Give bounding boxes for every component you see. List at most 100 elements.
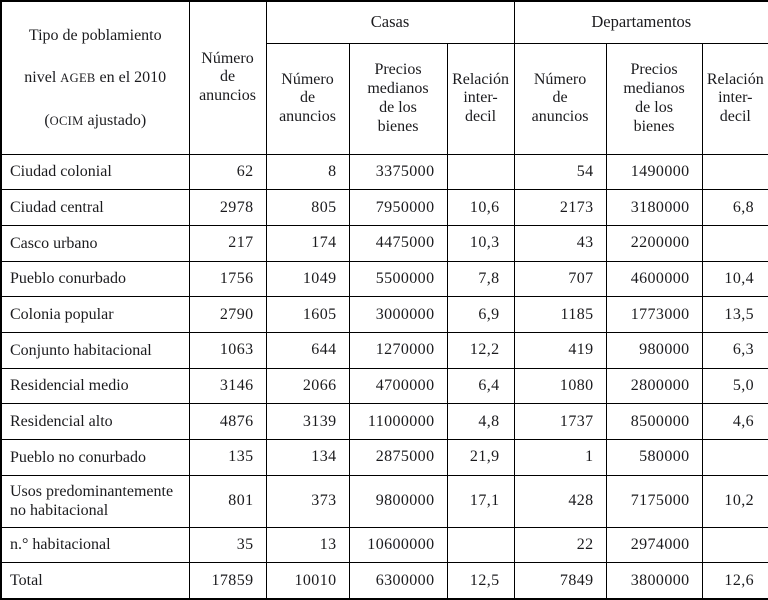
departamentos-relacion-cell: 4,6: [701, 403, 768, 441]
departamentos-relacion-cell: [701, 526, 768, 564]
table-body: Ciudad colonial 62 8 3375000 54 1490000 Ciudad…: [0, 153, 768, 600]
table-row: Conjunto habitacional 1063 644 1270000 12,2 4…: [0, 332, 768, 369]
casas-anuncios-cell: 2066: [265, 367, 350, 405]
row-label-cell: Residencial medio: [0, 367, 190, 405]
departamentos-anuncios-cell: 1185: [513, 296, 607, 334]
casas-relacion-cell: 6,4: [446, 367, 515, 405]
column-header-departamentos-relacion-interdecil: Relación inter- decil: [701, 43, 768, 155]
casas-relacion-cell: 12,5: [446, 562, 515, 600]
casas-relacion-cell: [446, 153, 515, 191]
table-row: Ciudad central 2978 805 7950000 10,6 2173 3180…: [0, 189, 768, 227]
departamentos-relacion-cell: [701, 153, 768, 191]
departamentos-precio-cell: 2200000: [605, 225, 703, 262]
departamentos-anuncios-cell: 2173: [513, 189, 607, 227]
casas-relacion-cell: 4,8: [446, 403, 515, 441]
tipo-header-line1: Tipo de poblamiento: [28, 27, 162, 45]
casas-precio-cell: 6300000: [348, 562, 448, 600]
row-label-cell: Pueblo no conurbado: [0, 439, 190, 476]
casas-relacion-cell: 12,2: [446, 332, 515, 369]
table-row: Usos predominantemente no habitacional 80…: [0, 474, 768, 528]
departamentos-precio-cell: 8500000: [605, 403, 703, 441]
casas-precio-cell: 2875000: [348, 439, 448, 476]
row-label-cell: Pueblo conurbado: [0, 260, 190, 298]
casas-anuncios-cell: 13: [265, 526, 350, 564]
total-anuncios-cell: 801: [188, 474, 267, 528]
departamentos-anuncios-cell: 1080: [513, 367, 607, 405]
column-header-departamentos-numero-anuncios: Número de anuncios: [513, 43, 607, 155]
total-anuncios-cell: 2978: [188, 189, 267, 227]
row-label-cell: Conjunto habitacional: [0, 332, 190, 369]
departamentos-anuncios-cell: 419: [513, 332, 607, 369]
total-anuncios-cell: 1063: [188, 332, 267, 369]
departamentos-precio-cell: 580000: [605, 439, 703, 476]
column-header-tipo-poblamiento: Tipo de poblamiento nivel AGEB en el 201…: [0, 0, 190, 155]
casas-anuncios-cell: 1049: [265, 260, 350, 298]
departamentos-anuncios-cell: 428: [513, 474, 607, 528]
casas-anuncios-cell: 3139: [265, 403, 350, 441]
departamentos-anuncios-cell: 1: [513, 439, 607, 476]
table-row: Casco urbano 217 174 4475000 10,3 43 2200000: [0, 225, 768, 262]
departamentos-precio-cell: 1490000: [605, 153, 703, 191]
casas-precio-cell: 5500000: [348, 260, 448, 298]
casas-anuncios-cell: 134: [265, 439, 350, 476]
total-anuncios-cell: 2790: [188, 296, 267, 334]
casas-precio-cell: 4700000: [348, 367, 448, 405]
departamentos-precio-cell: 1773000: [605, 296, 703, 334]
tipo-header-line3: (OCIM ajustado): [44, 111, 147, 129]
departamentos-relacion-cell: 6,3: [701, 332, 768, 369]
total-anuncios-cell: 17859: [188, 562, 267, 600]
casas-precio-cell: 3375000: [348, 153, 448, 191]
row-label-cell: Casco urbano: [0, 225, 190, 262]
casas-precio-cell: 1270000: [348, 332, 448, 369]
departamentos-precio-cell: 3800000: [605, 562, 703, 600]
departamentos-anuncios-cell: 7849: [513, 562, 607, 600]
row-label-cell: n.° habitacional: [0, 526, 190, 564]
casas-relacion-cell: 10,3: [446, 225, 515, 262]
column-header-casas-precios-medianos: Precios medianos de los bienes: [348, 43, 448, 155]
tipo-header-line2: nivel AGEB en el 2010: [24, 69, 167, 87]
casas-precio-cell: 11000000: [348, 403, 448, 441]
total-anuncios-cell: 1756: [188, 260, 267, 298]
row-label-cell: Colonia popular: [0, 296, 190, 334]
row-label-cell: Residencial alto: [0, 403, 190, 441]
casas-anuncios-cell: 8: [265, 153, 350, 191]
departamentos-precio-cell: 7175000: [605, 474, 703, 528]
departamentos-precio-cell: 980000: [605, 332, 703, 369]
departamentos-relacion-cell: [701, 439, 768, 476]
table-row: Ciudad colonial 62 8 3375000 54 1490000: [0, 153, 768, 191]
casas-anuncios-cell: 644: [265, 332, 350, 369]
row-label-cell: Total: [0, 562, 190, 600]
departamentos-anuncios-cell: 54: [513, 153, 607, 191]
row-label-cell: Usos predominantemente no habitacional: [0, 474, 190, 528]
column-header-casas-numero-anuncios: Número de anuncios: [265, 43, 350, 155]
total-anuncios-cell: 135: [188, 439, 267, 476]
departamentos-precio-cell: 4600000: [605, 260, 703, 298]
departamentos-precio-cell: 2800000: [605, 367, 703, 405]
column-header-departamentos-precios-medianos: Precios medianos de los bienes: [605, 43, 703, 155]
table-row: Total 17859 10010 6300000 12,5 7849 3800000 12,…: [0, 562, 768, 600]
column-header-casas-relacion-interdecil: Relación inter- decil: [446, 43, 515, 155]
column-header-numero-anuncios-total: Número de anuncios: [188, 0, 267, 155]
casas-precio-cell: 4475000: [348, 225, 448, 262]
departamentos-anuncios-cell: 1737: [513, 403, 607, 441]
departamentos-precio-cell: 2974000: [605, 526, 703, 564]
table-row: Residencial medio 3146 2066 4700000 6,4 1080 2…: [0, 367, 768, 405]
row-label-cell: Ciudad colonial: [0, 153, 190, 191]
casas-precio-cell: 9800000: [348, 474, 448, 528]
departamentos-relacion-cell: 12,6: [701, 562, 768, 600]
ocim-smallcaps: OCIM: [49, 113, 84, 128]
departamentos-anuncios-cell: 22: [513, 526, 607, 564]
ageb-smallcaps: AGEB: [60, 71, 96, 86]
total-anuncios-cell: 62: [188, 153, 267, 191]
total-anuncios-cell: 217: [188, 225, 267, 262]
casas-anuncios-cell: 10010: [265, 562, 350, 600]
group-header-departamentos: Departamentos: [513, 0, 768, 45]
departamentos-relacion-cell: 10,2: [701, 474, 768, 528]
casas-relacion-cell: 6,9: [446, 296, 515, 334]
casas-anuncios-cell: 174: [265, 225, 350, 262]
table-row: Pueblo no conurbado 135 134 2875000 21,9 1 580…: [0, 439, 768, 476]
table-row: Pueblo conurbado 1756 1049 5500000 7,8 707 460…: [0, 260, 768, 298]
row-label-cell: Ciudad central: [0, 189, 190, 227]
